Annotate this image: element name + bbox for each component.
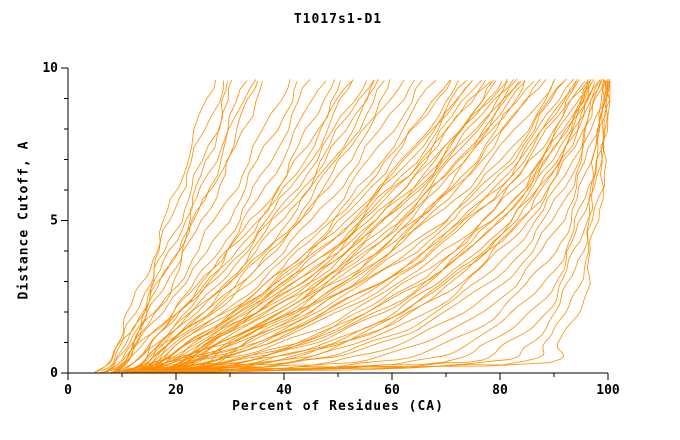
x-tick-label: 100 (596, 383, 620, 398)
model-curve (127, 80, 609, 373)
model-curve (116, 80, 554, 373)
model-curve (137, 80, 497, 372)
model-curve (95, 79, 217, 373)
model-curve (111, 79, 547, 373)
model-curve (121, 78, 605, 373)
model-curve (137, 79, 609, 373)
model-curve (122, 81, 586, 373)
model-curve (132, 78, 578, 373)
y-tick-label: 10 (42, 61, 58, 76)
model-curve (138, 81, 591, 373)
model-curve (121, 80, 602, 373)
model-curve (132, 79, 423, 372)
model-curve (132, 81, 492, 373)
model-curve (154, 81, 503, 373)
model-curve (154, 79, 494, 373)
x-tick-label: 60 (384, 383, 400, 398)
model-curve (132, 81, 596, 373)
x-tick-label: 0 (64, 383, 72, 398)
y-tick-label: 0 (50, 366, 58, 381)
chart-title: T1017s1-D1 (293, 12, 383, 27)
x-tick-label: 20 (168, 383, 184, 398)
model-curve (138, 79, 589, 372)
model-curve (100, 79, 233, 373)
model-curve (137, 80, 437, 373)
model-curve (127, 79, 415, 373)
model-curve (132, 81, 608, 373)
model-curve (111, 80, 341, 373)
model-curve (116, 81, 352, 373)
model-curve (159, 80, 526, 373)
model-curve (121, 79, 405, 372)
model-curve (121, 79, 379, 373)
y-tick-label: 5 (50, 214, 58, 229)
x-tick-label: 40 (276, 383, 292, 398)
model-curve (94, 81, 228, 373)
x-axis-label: Percent of Residues (CA) (232, 399, 444, 414)
model-curve (132, 80, 606, 373)
model-curve (126, 78, 603, 373)
model-curve (121, 81, 565, 373)
model-curve (143, 79, 601, 373)
model-curve (116, 78, 567, 372)
model-curve (143, 80, 611, 373)
model-curve (164, 81, 520, 373)
model-curve (132, 79, 452, 372)
model-curve (110, 79, 311, 373)
model-curve (100, 80, 224, 372)
model-curve (127, 81, 473, 372)
model-curve (132, 80, 589, 373)
model-curve (127, 78, 575, 372)
model-curve (127, 79, 592, 372)
model-curve (105, 80, 298, 372)
model-curve (143, 81, 590, 373)
model-curve (100, 79, 291, 373)
x-tick-label: 80 (492, 383, 508, 398)
model-curve (111, 80, 259, 373)
model-curve (122, 79, 610, 373)
model-curve (111, 80, 263, 373)
model-curve (132, 80, 385, 373)
